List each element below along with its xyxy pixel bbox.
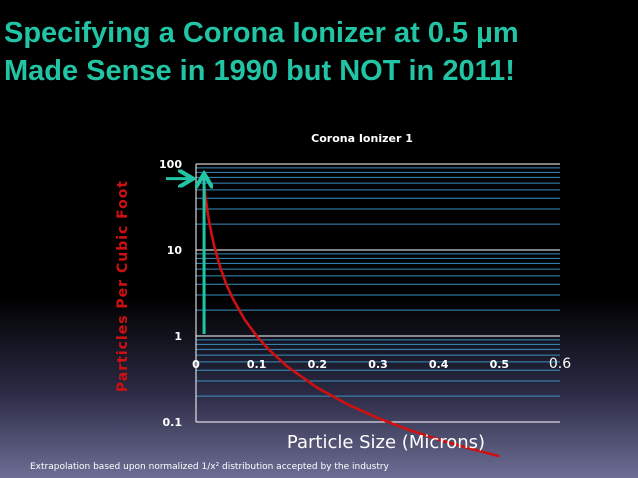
slide-title-line-2: Made Sense in 1990 but NOT in 2011! bbox=[4, 55, 515, 87]
x-tick-label: 0.4 bbox=[429, 358, 449, 371]
chart-title: Corona Ionizer 1 bbox=[311, 132, 413, 145]
y-axis-label: Particles Per Cubic Foot bbox=[115, 180, 131, 392]
y-tick-label: 100 bbox=[159, 158, 182, 171]
slide-title: Specifying a Corona Ionizer at 0.5 µm Ma… bbox=[4, 14, 634, 90]
x-axis-label: Particle Size (Microns) bbox=[287, 432, 485, 453]
x-tick-label: 0.3 bbox=[368, 358, 388, 371]
y-tick-label: 10 bbox=[167, 244, 183, 257]
series-line-corona-ionizer bbox=[202, 180, 500, 458]
x-tick-label: 0.6 bbox=[549, 356, 571, 372]
x-tick-label: 0.5 bbox=[490, 358, 510, 371]
y-tick-label: 0.1 bbox=[163, 416, 183, 429]
x-tick-label: 0.1 bbox=[247, 358, 267, 371]
y-tick-label: 1 bbox=[174, 330, 182, 343]
slide-title-line-1: Specifying a Corona Ionizer at 0.5 µm bbox=[4, 17, 519, 49]
footnote: Extrapolation based upon normalized 1/x²… bbox=[30, 462, 389, 472]
x-tick-label: 0.2 bbox=[308, 358, 328, 371]
y-tick-labels: 0.1 1 10 100 bbox=[159, 158, 182, 429]
chart-annotations bbox=[166, 177, 204, 334]
x-tick-label: 0 bbox=[192, 358, 200, 371]
x-tick-labels: 0 0.1 0.2 0.3 0.4 0.5 0.6 bbox=[192, 356, 571, 372]
chart-gridlines bbox=[196, 163, 560, 423]
